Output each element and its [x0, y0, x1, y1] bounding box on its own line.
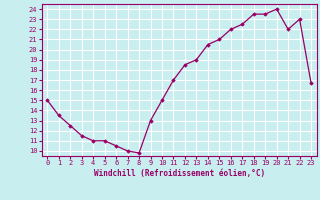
X-axis label: Windchill (Refroidissement éolien,°C): Windchill (Refroidissement éolien,°C) [94, 169, 265, 178]
